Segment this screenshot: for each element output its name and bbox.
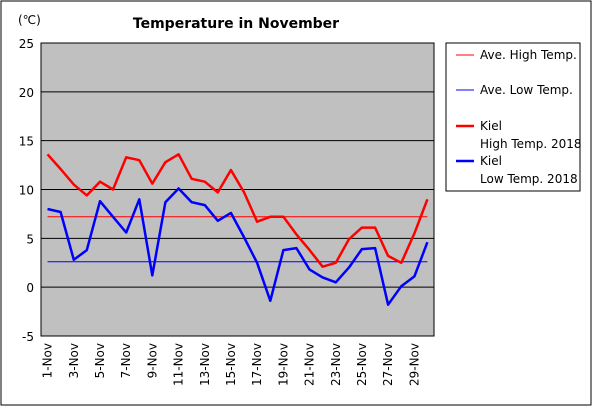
y-tick-label: 15 <box>19 135 34 149</box>
y-tick-label: 0 <box>26 281 34 295</box>
series-line <box>46 153 429 268</box>
x-tick-label: 15-Nov <box>224 343 238 386</box>
x-tick-label: 23-Nov <box>329 343 343 386</box>
legend-label: Ave. Low Temp. <box>480 83 573 97</box>
legend-label: Low Temp. 2018 <box>480 172 578 186</box>
x-tick-label: 13-Nov <box>198 343 212 386</box>
y-unit-label: (℃) <box>18 13 41 27</box>
x-axis-ticks: 1-Nov 3-Nov 5-Nov 7-Nov 9-Nov 11-Nov 13-Nov 15-… <box>41 343 422 386</box>
legend-label: Ave. High Temp. <box>480 48 577 62</box>
y-tick-label: 25 <box>19 37 34 51</box>
y-tick-label: 5 <box>26 232 34 246</box>
x-tick-label: 11-Nov <box>172 343 186 386</box>
y-tick-label: -5 <box>22 330 34 344</box>
chart-title: Temperature in November <box>133 16 339 32</box>
series-lines <box>46 153 429 306</box>
gridlines <box>41 91 434 288</box>
y-tick-label: 10 <box>19 184 34 198</box>
x-tick-label: 9-Nov <box>145 343 159 378</box>
x-tick-label: 25-Nov <box>355 343 369 386</box>
x-tick-label: 29-Nov <box>407 343 421 386</box>
x-tick-label: 5-Nov <box>93 343 107 378</box>
x-tick-label: 17-Nov <box>250 343 264 386</box>
x-tick-label: 3-Nov <box>67 343 81 378</box>
y-tick-label: 20 <box>19 86 34 100</box>
x-tick-label: 19-Nov <box>276 343 290 386</box>
series-line <box>47 187 429 306</box>
x-tick-label: 1-Nov <box>41 343 55 378</box>
legend-box <box>445 42 581 192</box>
legend-label: Kiel <box>480 154 502 168</box>
y-axis-ticks: -5 0 5 10 15 20 25 <box>19 37 34 344</box>
x-tick-label: 7-Nov <box>119 343 133 378</box>
x-tick-label: 21-Nov <box>303 343 317 386</box>
legend-label: High Temp. 2018 <box>480 137 582 151</box>
legend: Ave. High Temp. Ave. Low Temp. Kiel High Te… <box>456 48 582 186</box>
x-tick-label: 27-Nov <box>381 343 395 386</box>
legend-label: Kiel <box>480 119 502 133</box>
